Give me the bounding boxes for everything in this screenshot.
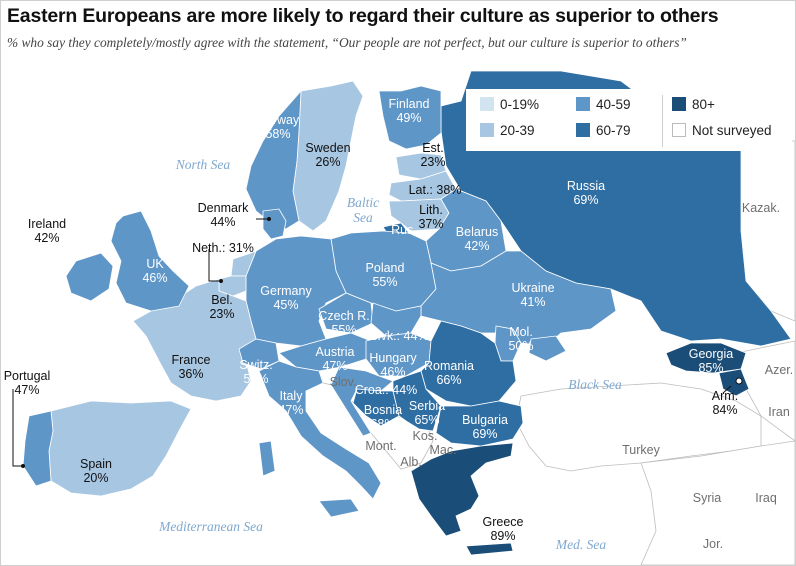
legend: 0-19% 20-39 40-59 60-79 80+ Not surveyed [466,89,792,151]
label-armenia: Arm. 84% [711,389,739,417]
label-jordan: Jor. [702,537,724,551]
label-black-sea: Black Sea [568,377,622,392]
country-ukraine-crimea [528,335,567,362]
legend-swatch [480,123,494,137]
label-romania: Romania 66% [423,359,475,387]
legend-swatch [480,97,494,111]
label-belgium: Bel. 23% [209,293,235,321]
label-uk: UK 46% [142,257,168,285]
country-greece [410,442,514,537]
denmark-dot [267,217,271,221]
label-switzerland: Switz. 50% [239,358,273,386]
netherlands-dot [219,279,223,283]
label-poland: Poland 55% [365,261,405,289]
country-italy-sardinia [258,440,276,477]
label-slovakia: Slvk.: 44% [369,329,429,343]
label-med-sea: Med. Sea [555,537,607,552]
label-kosovo: Kos. [412,429,438,443]
country-netherlands [230,250,257,277]
label-belarus: Belarus 42% [455,225,499,253]
country-italy [258,360,382,500]
label-iran: Iran [768,405,790,419]
label-albania: Alb. [400,455,422,469]
map-area: Ireland 42% UK 46% Portugal 47% Spain 20% Fr… [1,71,795,565]
label-germany: Germany 45% [260,284,312,312]
legend-swatch [672,97,686,111]
country-uk [110,210,190,312]
country-bulgaria [435,400,524,447]
legend-swatch [576,97,590,111]
label-north-sea: North Sea [175,157,231,172]
country-italy-sicily [318,498,360,518]
label-estonia: Est. 23% [420,141,446,169]
label-spain: Spain 20% [80,457,112,485]
country-finland [378,85,442,150]
legend-swatch [576,123,590,137]
label-denmark: Denmark 44% [197,201,249,229]
label-russia-kaliningrad: Rus. [391,223,417,237]
label-mediterranean-sea: Mediterranean Sea [159,519,263,534]
leader-line-armenia [722,385,732,394]
label-bosnia: Bosnia 68% [363,403,403,431]
country-norway [245,89,302,230]
region-middle-east [640,440,795,565]
label-croatia: Croa.: 44% [354,383,418,397]
country-ireland [65,252,114,302]
legend-divider [662,95,663,147]
legend-item-40-59: 40-59 [576,97,631,113]
legend-item-60-79: 60-79 [576,123,631,139]
label-sweden: Sweden 26% [305,141,351,169]
label-slovenia: Slov. [329,375,357,389]
legend-item-not-surveyed: Not surveyed [672,123,772,139]
armenia-marker [735,377,743,385]
label-iraq: Iraq [755,491,777,505]
label-montenegro: Mont. [365,439,397,453]
country-spain [48,400,192,497]
label-ireland: Ireland 42% [27,217,67,245]
legend-item-20-39: 20-39 [480,123,535,139]
label-norway: Norway 58% [256,113,300,141]
chart-title: Eastern Europeans are more likely to reg… [7,5,719,27]
country-greece-crete [465,542,514,556]
label-italy: Italy 47% [278,389,304,417]
legend-item-80-plus: 80+ [672,97,715,113]
label-baltic-sea: Baltic Sea [346,195,380,225]
label-serbia: Serbia 65% [408,399,446,427]
country-portugal [22,410,54,487]
label-moldova: Mol. 50% [508,325,534,353]
country-denmark [262,208,287,240]
label-azerbaijan: Azer. [764,363,794,377]
country-ukraine [420,250,617,347]
country-croatia [330,366,394,437]
leader-line-portugal [12,389,23,467]
label-portugal: Portugal 47% [3,369,51,397]
label-bulgaria: Bulgaria 69% [462,413,508,441]
legend-swatch [672,123,686,137]
label-russia: Russia 69% [566,179,606,207]
label-macedonia: Mac. [429,443,457,457]
label-turkey: Turkey [622,443,660,457]
label-lithuania: Lith. 37% [418,203,444,231]
label-syria: Syria [692,491,722,505]
label-hungary: Hungary 46% [369,351,417,379]
country-bosnia [352,388,400,427]
label-czech: Czech R. 55% [318,309,370,337]
leader-line-netherlands [208,249,219,282]
label-ukraine: Ukraine 41% [511,281,555,309]
label-kazakhstan: Kazak. [741,201,781,215]
label-austria: Austria 47% [315,345,355,373]
portugal-dot [21,464,25,468]
country-serbia [392,370,442,432]
label-france: France 36% [171,353,211,381]
country-armenia [718,368,750,397]
chart-subtitle: % who say they completely/mostly agree w… [7,35,687,50]
label-greece: Greece 89% [482,515,524,543]
label-latvia: Lat.: 38% [408,183,462,197]
label-finland: Finland 49% [388,97,430,125]
legend-item-0-19: 0-19% [480,97,539,113]
label-georgia: Georgia 85% [688,347,734,375]
label-netherlands: Neth.: 31% [192,241,254,255]
